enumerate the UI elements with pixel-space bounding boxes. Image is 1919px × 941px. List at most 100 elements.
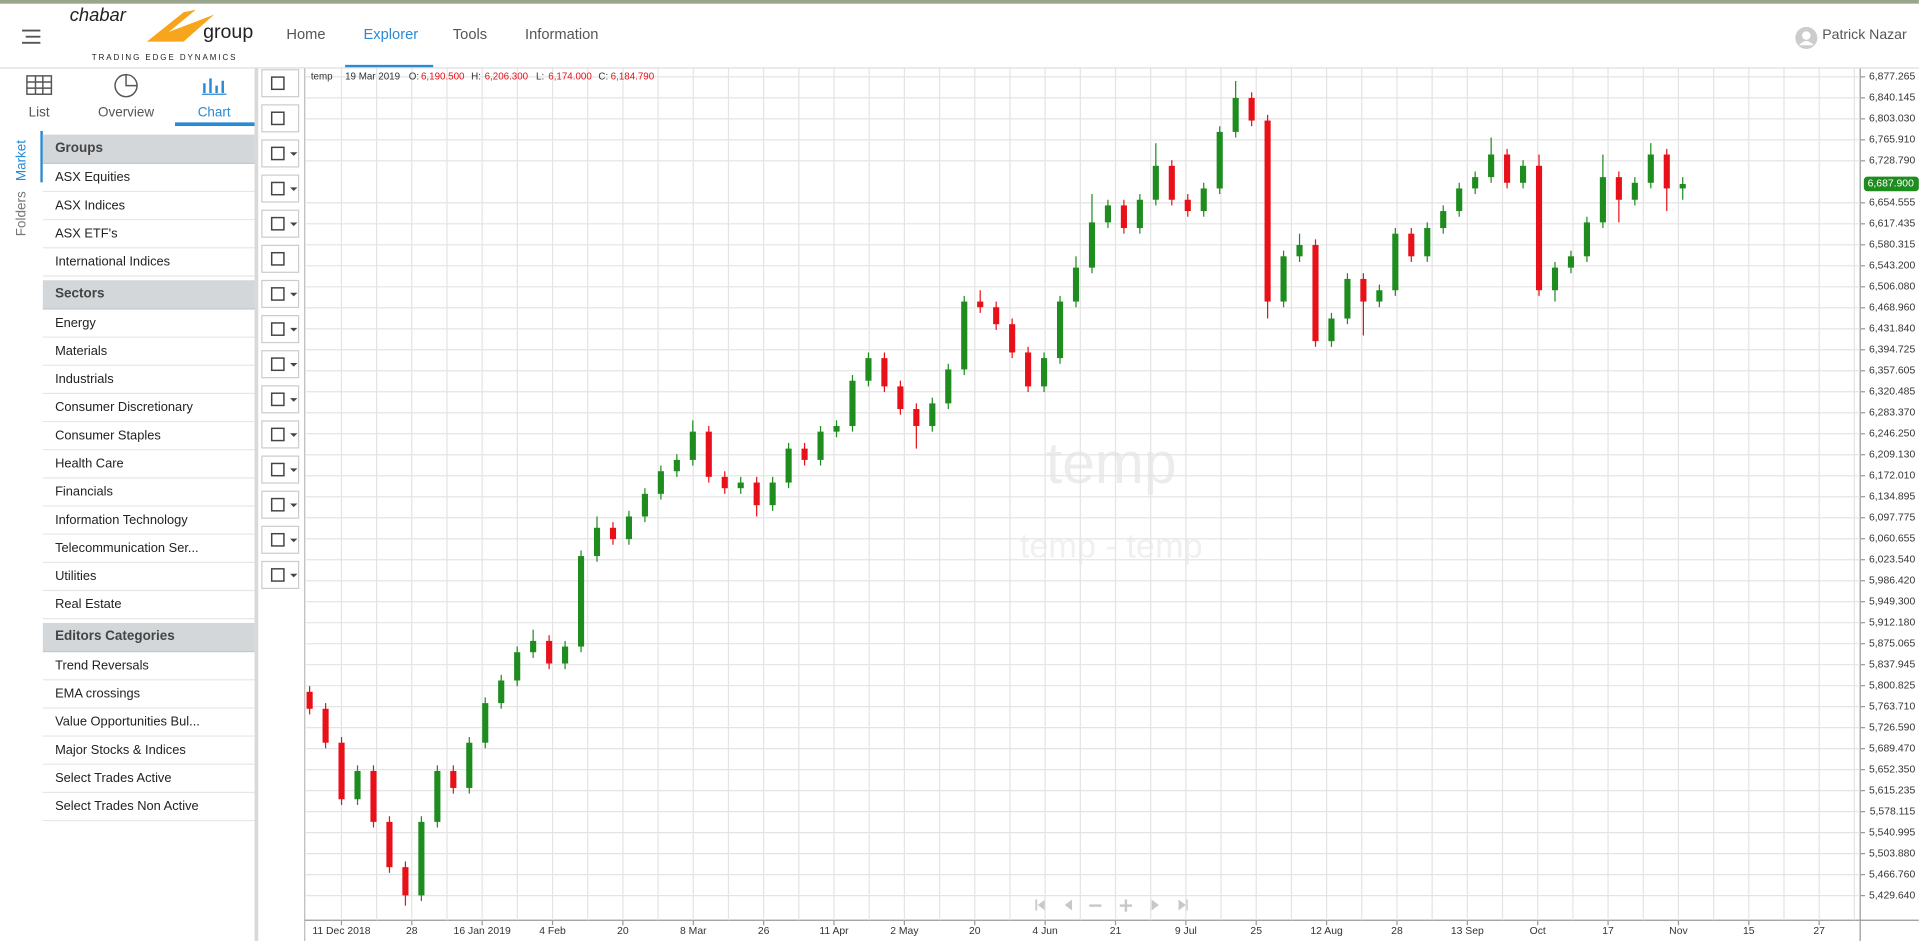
y-tick-label: 6,394.725 [1869, 345, 1915, 356]
nav-explorer[interactable]: Explorer [363, 25, 419, 43]
list-item[interactable]: Major Stocks & Indices [42, 736, 255, 765]
candle-body [1328, 318, 1335, 342]
toolbar-button[interactable] [261, 525, 300, 554]
menu-icon[interactable] [22, 29, 41, 44]
list-item[interactable]: Health Care [42, 450, 255, 479]
toolbar-button[interactable] [261, 315, 300, 344]
toolbar-button[interactable] [261, 244, 300, 273]
list-item[interactable]: Energy [42, 309, 255, 338]
candle-body [418, 821, 425, 896]
user-name[interactable]: Patrick Nazar [1822, 28, 1907, 43]
top-border [0, 0, 1919, 4]
y-tick-label: 6,172.010 [1869, 470, 1915, 481]
y-tick-label: 6,320.485 [1869, 387, 1915, 398]
list-item[interactable]: ASX ETF's [42, 220, 255, 249]
candle-body [737, 482, 744, 489]
scroll-controls[interactable] [1035, 899, 1188, 912]
y-tick-label: 5,986.420 [1869, 575, 1915, 586]
x-tick-label: 20 [969, 926, 981, 937]
legend-text: O: [409, 72, 419, 83]
toolbar-button-frame [261, 69, 300, 98]
list-item[interactable]: Consumer Discretionary [42, 394, 255, 423]
view-overview[interactable]: Overview [97, 105, 155, 120]
last-price-label: 6,687.900 [1868, 179, 1914, 190]
candle-body [1041, 358, 1048, 387]
list-item[interactable]: Industrials [42, 365, 255, 395]
candle-body [1392, 233, 1399, 291]
toolbar-button[interactable] [261, 139, 300, 168]
legend-text: 6,206.300 [485, 72, 529, 83]
section-title: Groups [42, 134, 255, 164]
list-item[interactable]: Select Trades Active [42, 764, 255, 794]
toolbar-glyph [270, 568, 285, 582]
candle-body [466, 742, 473, 788]
toolbar-button[interactable] [261, 350, 300, 379]
list-item[interactable]: Utilities [42, 562, 255, 592]
toolbar-button[interactable] [261, 69, 300, 98]
list-item[interactable]: ASX Equities [42, 163, 255, 193]
candle-body [306, 691, 313, 709]
y-tick-label: 6,803.030 [1869, 114, 1915, 125]
y-tick-label: 6,060.655 [1869, 533, 1915, 544]
logo-main: chabar [70, 4, 127, 25]
candle-body [865, 358, 872, 381]
candle-body [817, 431, 824, 460]
toolbar-button[interactable] [261, 209, 300, 238]
toolbar-button[interactable] [261, 174, 300, 203]
candle-body [1088, 222, 1096, 268]
list-item[interactable]: ASX Indices [42, 192, 255, 221]
candle-body [849, 380, 856, 426]
watermark: temp [1046, 431, 1177, 496]
toolbar-glyph [270, 216, 285, 231]
y-tick-label: 5,429.640 [1869, 890, 1915, 901]
toolbar-button[interactable] [261, 279, 300, 309]
list-item[interactable]: Value Opportunities Bul... [42, 708, 255, 737]
nav-tools[interactable]: Tools [452, 25, 488, 43]
list-item[interactable]: Materials [42, 337, 255, 366]
list-item[interactable]: Consumer Staples [42, 422, 255, 451]
x-tick-label: 4 Feb [539, 926, 566, 937]
y-tick-label: 5,726.590 [1869, 722, 1915, 733]
view-list[interactable]: List [28, 105, 50, 120]
x-tick-label: 15 [1743, 926, 1755, 937]
toolbar-button[interactable] [261, 420, 300, 449]
list-item[interactable]: International Indices [42, 248, 255, 277]
list-item[interactable]: Trend Reversals [42, 652, 255, 681]
candle-body [1344, 278, 1351, 319]
toolbar-button[interactable] [261, 560, 300, 590]
toolbar-button-frame [261, 104, 300, 133]
dropdown-arrow [290, 468, 298, 473]
candle-body [1535, 165, 1543, 291]
toolbar-glyph [270, 111, 285, 126]
toolbar-button[interactable] [261, 490, 300, 519]
candle-body [1009, 324, 1016, 353]
toolbar-button[interactable] [261, 455, 300, 484]
dropdown-arrow [290, 152, 298, 156]
y-tick-label: 5,949.300 [1869, 596, 1915, 607]
toolbar-glyph [270, 181, 285, 196]
candle-body [1296, 244, 1303, 257]
nav-home[interactable]: Home [286, 25, 326, 43]
y-tick-label: 5,763.710 [1869, 701, 1915, 712]
list-item[interactable]: Financials [42, 478, 255, 507]
toolbar-button[interactable] [261, 385, 300, 414]
y-tick-label: 6,877.265 [1869, 72, 1915, 83]
list-item[interactable]: EMA crossings [42, 680, 255, 709]
list-item[interactable]: Telecommunication Ser... [42, 534, 255, 563]
candle-body [1599, 177, 1606, 223]
list-item[interactable]: Real Estate [42, 591, 255, 620]
view-chart[interactable]: Chart [197, 105, 231, 120]
toolbar-button[interactable] [261, 104, 300, 133]
candle-body [625, 516, 633, 540]
list-item[interactable]: Select Trades Non Active [42, 793, 255, 822]
dropdown-arrow [290, 538, 298, 543]
candle-body [370, 770, 377, 822]
candle-body [1056, 301, 1064, 359]
list-item[interactable]: Information Technology [42, 506, 255, 535]
candle-body [1360, 278, 1367, 302]
candle-body [657, 471, 664, 494]
nav-information[interactable]: Information [525, 25, 599, 43]
y-tick-label: 5,615.235 [1869, 785, 1915, 796]
candle-body [961, 301, 968, 370]
